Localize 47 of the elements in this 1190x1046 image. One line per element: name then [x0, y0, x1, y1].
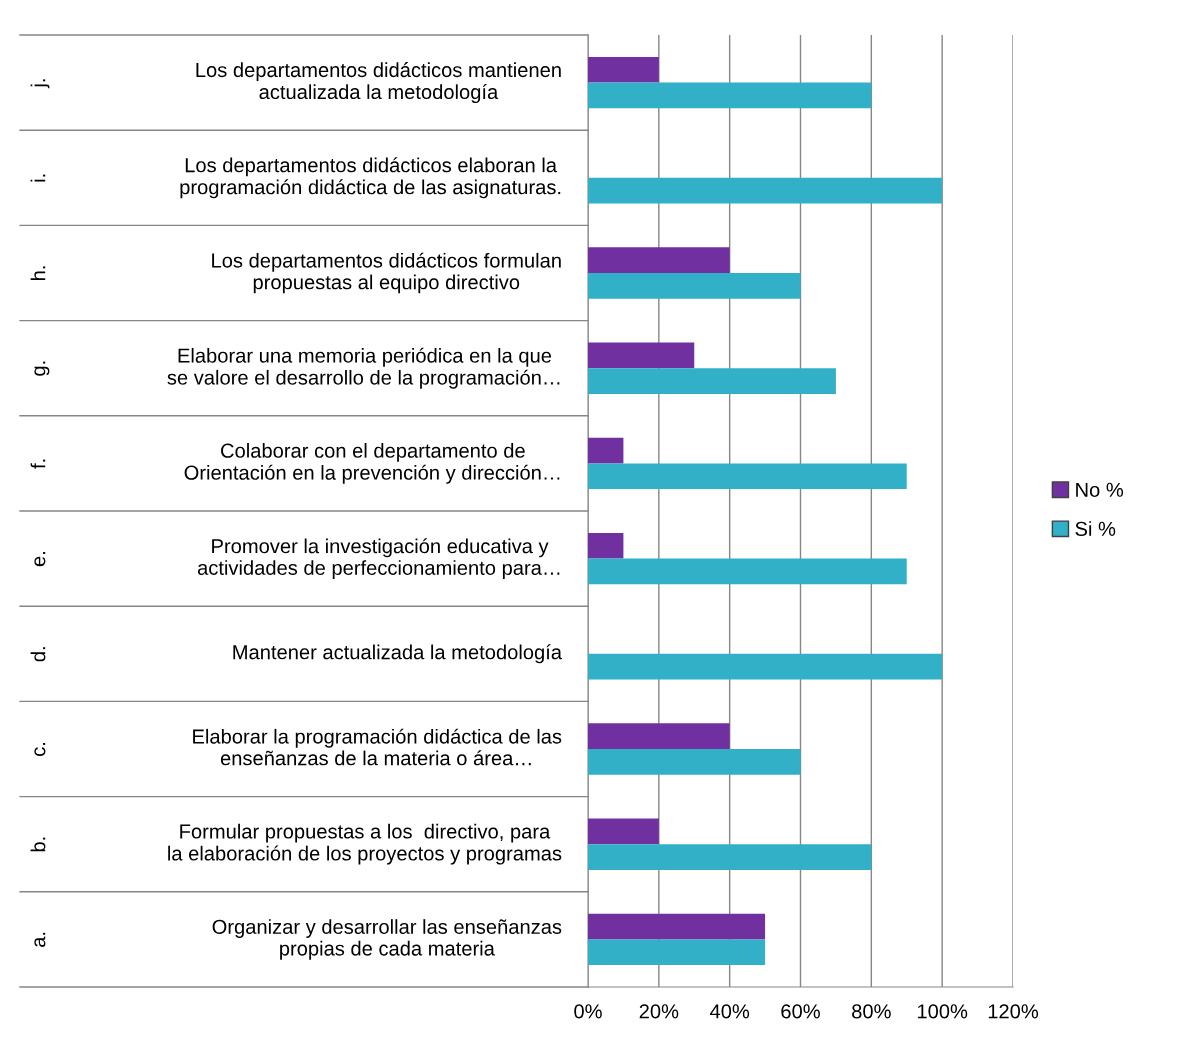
bar: [588, 56, 659, 83]
bar: [588, 273, 801, 299]
bar: [588, 558, 907, 585]
bar: [588, 749, 801, 775]
bar: [588, 342, 695, 369]
text: i.: [30, 174, 46, 182]
x-tick-label: 120%: [988, 1004, 1039, 1019]
y-tick-label: Los departamentos didácticos mantienen actualizada la metodología: [196, 62, 561, 104]
bar: [588, 177, 943, 204]
text: b.: [30, 837, 46, 852]
text: a.: [34, 932, 46, 947]
legend-label: No %: [1076, 482, 1124, 497]
x-tick-label: 100%: [917, 1004, 968, 1019]
text: c.: [34, 743, 46, 756]
x-tick-label: 40%: [709, 1004, 750, 1019]
bar: [588, 939, 766, 966]
x-tick-label: 20%: [639, 1004, 679, 1019]
bar: [588, 723, 730, 749]
y-tick-label: Los departamentos didácticos formulan propuestas al equipo directivo: [212, 252, 561, 294]
y-tick-label: Colaborar con el departamento de Orientación en la prevención y dirección…: [184, 443, 560, 484]
y-tick-label: Elaborar la programación didáctica de las enseñanzas de la materia o área…: [193, 728, 562, 766]
y-tick-label: Mantener actualizada la metodología: [233, 644, 563, 664]
bar: [588, 653, 943, 680]
bar: [588, 844, 872, 870]
text: d.: [30, 647, 46, 662]
text: f.: [30, 459, 46, 469]
bar: [588, 247, 730, 273]
y-tick-label: Organizar y desarrollar las enseñanzas propias de cada materia: [212, 919, 562, 960]
y-tick-label: Formular propuestas a los directivo, para la elaboración de los proyectos y programas: [168, 823, 562, 865]
bar: [588, 82, 872, 109]
text: e.: [34, 552, 46, 567]
text: h.: [30, 266, 46, 280]
y-tick-label: Los departamentos didácticos elaboran la programación didáctica de las asignaturas.: [180, 157, 561, 199]
x-tick-label: 80%: [852, 1004, 891, 1019]
bar: [588, 532, 624, 559]
bar: [588, 368, 836, 394]
text: g.: [34, 361, 50, 376]
x-tick-label: 60%: [781, 1004, 820, 1019]
y-tick-label: Elaborar una memoria periódica en la que se valore el desarrollo de la programación…: [167, 347, 560, 389]
bar: [588, 818, 659, 845]
y-tick-label: Promover la investigación educativa y actividades de perfeccionamiento para…: [197, 538, 560, 579]
legend-label: Si %: [1075, 521, 1116, 536]
bar: [588, 463, 907, 490]
x-tick-label: 0%: [574, 1004, 602, 1019]
bar: [588, 913, 766, 940]
bar: [588, 437, 624, 464]
text: j.: [30, 79, 50, 89]
